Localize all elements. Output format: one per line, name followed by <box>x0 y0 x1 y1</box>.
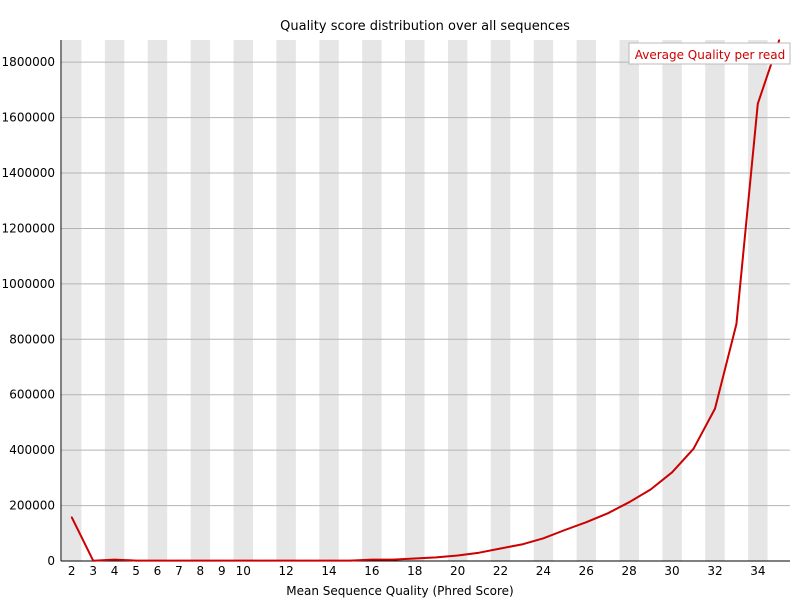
legend: Average Quality per read <box>628 42 791 65</box>
x-tick-label-10: 10 <box>236 564 251 578</box>
data-point-q10 <box>242 559 245 562</box>
x-tick-label-5: 5 <box>132 564 140 578</box>
x-tick-labels: 2 3 4 5 6 7 8 9 10 12 14 16 18 20 22 24 26 28 30 32 34 <box>68 564 766 578</box>
data-point-q16 <box>371 558 373 561</box>
data-point-q25 <box>564 529 566 531</box>
x-tick-label-3: 3 <box>89 564 97 578</box>
band-26 <box>576 40 597 561</box>
data-point-q23 <box>521 543 523 546</box>
band-32 <box>705 40 725 561</box>
y-tick-label-200000: 200000 <box>9 499 55 513</box>
x-tick-label-34: 34 <box>750 564 765 578</box>
x-tick-label-26: 26 <box>579 564 594 578</box>
x-tick-label-28: 28 <box>622 564 637 578</box>
data-point-q4 <box>113 558 116 561</box>
data-point-q31 <box>692 447 695 450</box>
chart-title: Quality score distribution over all sequ… <box>280 19 570 34</box>
x-tick-label-8: 8 <box>197 564 205 578</box>
y-tick-label-800000: 800000 <box>9 332 55 346</box>
data-point-q12 <box>285 559 287 562</box>
legend-box <box>628 42 791 65</box>
x-tick-label-22: 22 <box>493 564 508 578</box>
y-tick-labels: 0 200000 400000 600000 800000 1000000 1200000 1… <box>2 55 55 568</box>
legend-entry-average-quality: Average Quality per read <box>635 48 786 62</box>
band-22 <box>490 40 511 561</box>
y-tick-label-1400000: 1400000 <box>2 166 55 180</box>
x-tick-label-32: 32 <box>707 564 722 578</box>
band-34 <box>748 40 768 561</box>
data-point-q14 <box>328 559 330 562</box>
data-point-q19 <box>435 556 438 559</box>
data-point-q29 <box>649 488 652 491</box>
alternating-bands <box>62 40 768 561</box>
y-tick-label-1200000: 1200000 <box>2 221 55 235</box>
x-tick-label-7: 7 <box>175 564 183 578</box>
data-point-q27 <box>606 512 609 515</box>
data-point-q3 <box>92 559 94 562</box>
data-point-q2 <box>70 516 73 519</box>
band-20 <box>447 40 468 561</box>
band-12 <box>276 40 296 561</box>
data-point-q13 <box>306 559 309 562</box>
x-tick-label-14: 14 <box>321 564 336 578</box>
data-point-q18 <box>413 557 416 560</box>
band-6 <box>147 40 168 561</box>
data-point-q22 <box>499 547 502 550</box>
data-point-q11 <box>263 559 266 562</box>
data-point-q34 <box>757 102 759 105</box>
x-tick-label-9: 9 <box>218 564 226 578</box>
x-tick-label-16: 16 <box>364 564 379 578</box>
x-tick-label-20: 20 <box>450 564 465 578</box>
data-point-q5 <box>135 559 137 562</box>
band-14 <box>319 40 339 561</box>
data-point-q32 <box>714 407 716 410</box>
y-tick-label-600000: 600000 <box>9 388 55 402</box>
data-point-q26 <box>585 521 588 524</box>
band-2 <box>62 40 82 561</box>
x-tick-label-6: 6 <box>154 564 162 578</box>
data-point-q17 <box>392 558 395 561</box>
data-point-q20 <box>456 554 459 557</box>
y-tick-label-1800000: 1800000 <box>2 55 55 69</box>
series-lines <box>70 39 781 562</box>
band-18 <box>405 40 425 561</box>
data-point-q21 <box>478 551 480 554</box>
data-point-q7 <box>178 559 180 562</box>
band-28 <box>619 40 639 561</box>
data-point-q6 <box>156 559 159 562</box>
series-line-average-quality <box>70 39 781 562</box>
x-tick-label-24: 24 <box>536 564 551 578</box>
x-tick-label-18: 18 <box>407 564 422 578</box>
data-point-q8 <box>199 559 202 562</box>
y-tick-label-0: 0 <box>47 554 55 568</box>
band-30 <box>662 40 682 561</box>
data-point-q30 <box>671 471 673 474</box>
x-tick-label-4: 4 <box>111 564 119 578</box>
x-axis-label: Mean Sequence Quality (Phred Score) <box>286 584 514 598</box>
band-4 <box>104 40 125 561</box>
band-8 <box>190 40 211 561</box>
band-16 <box>362 40 382 561</box>
data-point-q9 <box>221 559 223 562</box>
x-tick-label-12: 12 <box>278 564 293 578</box>
y-tick-label-400000: 400000 <box>9 443 55 457</box>
band-10 <box>233 40 253 561</box>
x-tick-label-30: 30 <box>664 564 679 578</box>
band-24 <box>533 40 554 561</box>
y-tick-label-1000000: 1000000 <box>2 277 55 291</box>
x-tick-label-2: 2 <box>68 564 76 578</box>
data-point-q15 <box>349 559 352 562</box>
data-point-q35 <box>778 39 781 41</box>
data-point-q33 <box>735 323 738 325</box>
data-point-q28 <box>628 501 630 504</box>
horizontal-gridlines <box>61 61 790 507</box>
y-tick-label-1600000: 1600000 <box>2 111 55 125</box>
data-point-q24 <box>542 537 545 540</box>
